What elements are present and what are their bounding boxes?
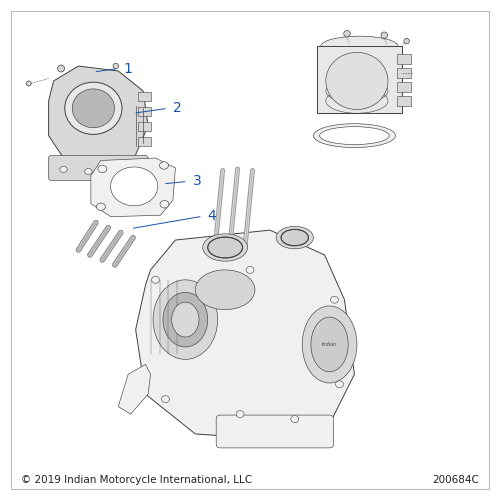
Bar <box>396 68 410 78</box>
Ellipse shape <box>114 166 122 172</box>
Ellipse shape <box>58 65 64 72</box>
Ellipse shape <box>152 276 160 283</box>
Ellipse shape <box>321 36 398 56</box>
Text: 3: 3 <box>193 174 202 188</box>
Ellipse shape <box>96 203 106 210</box>
Bar <box>396 82 410 92</box>
Text: Indian: Indian <box>322 342 337 347</box>
Ellipse shape <box>330 296 338 303</box>
Polygon shape <box>91 158 176 216</box>
Text: 1: 1 <box>123 62 132 76</box>
Ellipse shape <box>60 166 68 172</box>
Bar <box>138 122 150 130</box>
Text: 200684C: 200684C <box>432 474 478 484</box>
Ellipse shape <box>110 167 158 205</box>
Polygon shape <box>136 230 354 439</box>
Ellipse shape <box>246 266 254 274</box>
Text: 4: 4 <box>208 209 216 223</box>
Ellipse shape <box>381 32 388 38</box>
Ellipse shape <box>236 410 244 418</box>
Ellipse shape <box>404 38 409 44</box>
Ellipse shape <box>276 226 314 249</box>
Ellipse shape <box>162 396 170 402</box>
Ellipse shape <box>72 89 114 128</box>
Ellipse shape <box>160 162 168 169</box>
Ellipse shape <box>132 162 140 168</box>
Ellipse shape <box>302 306 357 383</box>
Polygon shape <box>118 364 150 414</box>
Ellipse shape <box>311 317 348 372</box>
Ellipse shape <box>172 302 199 337</box>
Ellipse shape <box>160 200 169 208</box>
FancyBboxPatch shape <box>317 46 402 114</box>
Polygon shape <box>48 66 148 170</box>
Ellipse shape <box>65 82 122 134</box>
Bar <box>396 96 410 106</box>
Ellipse shape <box>326 52 388 110</box>
Bar <box>138 136 150 145</box>
FancyBboxPatch shape <box>216 415 334 448</box>
Text: 2: 2 <box>173 102 182 116</box>
Ellipse shape <box>320 126 389 144</box>
Ellipse shape <box>196 270 255 310</box>
Ellipse shape <box>84 168 92 174</box>
Text: © 2019 Indian Motorcycle International, LLC: © 2019 Indian Motorcycle International, … <box>22 474 252 484</box>
Ellipse shape <box>344 30 350 37</box>
Ellipse shape <box>113 64 118 69</box>
Ellipse shape <box>153 280 218 359</box>
Ellipse shape <box>291 416 298 422</box>
Ellipse shape <box>26 81 31 86</box>
Ellipse shape <box>330 58 364 88</box>
FancyBboxPatch shape <box>48 156 148 180</box>
Ellipse shape <box>208 237 242 258</box>
Ellipse shape <box>281 230 308 246</box>
Ellipse shape <box>336 381 344 388</box>
Bar <box>138 92 150 101</box>
Bar <box>396 54 410 64</box>
Bar <box>138 107 150 116</box>
Ellipse shape <box>203 234 248 261</box>
Ellipse shape <box>98 165 107 172</box>
Ellipse shape <box>314 124 396 148</box>
Ellipse shape <box>163 292 208 347</box>
